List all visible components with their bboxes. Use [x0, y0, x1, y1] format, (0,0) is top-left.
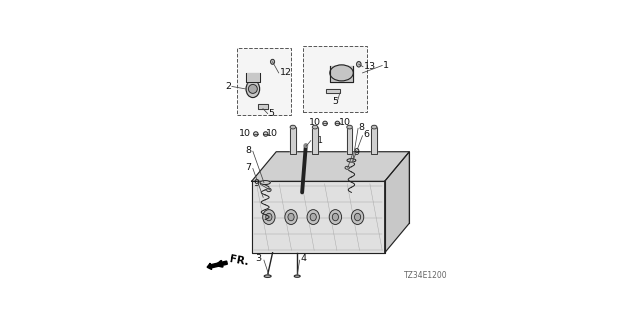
FancyArrow shape [207, 261, 227, 269]
Ellipse shape [267, 188, 271, 192]
Text: 7: 7 [246, 163, 252, 172]
Bar [371, 127, 377, 154]
Polygon shape [252, 152, 410, 181]
Bar [347, 127, 352, 154]
FancyBboxPatch shape [237, 48, 291, 115]
Text: FR.: FR. [228, 254, 249, 268]
Ellipse shape [347, 159, 356, 162]
Ellipse shape [307, 210, 319, 224]
Bar [347, 127, 352, 154]
Text: 5: 5 [332, 97, 338, 106]
Polygon shape [252, 181, 385, 253]
Ellipse shape [312, 125, 318, 129]
Ellipse shape [271, 59, 275, 64]
Text: 13: 13 [364, 62, 376, 71]
Ellipse shape [355, 213, 361, 221]
Bar [290, 127, 296, 154]
Text: 9: 9 [253, 179, 259, 188]
Ellipse shape [288, 213, 294, 221]
Bar [258, 104, 268, 108]
Text: TZ34E1200: TZ34E1200 [404, 271, 447, 280]
Text: 6: 6 [364, 131, 369, 140]
Circle shape [335, 121, 340, 126]
Ellipse shape [262, 210, 275, 224]
Bar [326, 89, 340, 93]
Bar [258, 104, 268, 108]
Ellipse shape [351, 210, 364, 224]
Text: 10: 10 [309, 118, 321, 127]
Text: 10: 10 [239, 129, 251, 138]
Polygon shape [385, 152, 410, 253]
Text: 2: 2 [225, 82, 232, 91]
Ellipse shape [371, 125, 377, 129]
Circle shape [248, 84, 257, 93]
Circle shape [323, 121, 327, 126]
Ellipse shape [345, 166, 349, 169]
Text: 12: 12 [280, 68, 291, 77]
Text: 4: 4 [301, 254, 307, 263]
Text: 8: 8 [246, 146, 252, 155]
Ellipse shape [260, 180, 270, 185]
Circle shape [264, 132, 268, 136]
Text: 11: 11 [312, 136, 323, 145]
Bar [290, 127, 296, 154]
Ellipse shape [285, 210, 297, 224]
FancyBboxPatch shape [303, 46, 367, 112]
Bar [312, 127, 318, 154]
Bar [312, 127, 318, 154]
Bar [371, 127, 377, 154]
Text: 3: 3 [255, 254, 261, 263]
Ellipse shape [290, 125, 296, 129]
Ellipse shape [347, 125, 352, 129]
Circle shape [304, 144, 308, 147]
Ellipse shape [264, 275, 271, 277]
Ellipse shape [246, 80, 260, 98]
Text: 8: 8 [359, 123, 365, 132]
Circle shape [253, 132, 258, 136]
Text: 10: 10 [266, 129, 278, 138]
Bar [246, 73, 259, 82]
Ellipse shape [332, 213, 339, 221]
Text: 9: 9 [353, 148, 360, 157]
Ellipse shape [356, 61, 361, 67]
Text: 5: 5 [268, 109, 275, 118]
Ellipse shape [329, 210, 342, 224]
Ellipse shape [330, 65, 353, 81]
Bar [330, 66, 353, 82]
Ellipse shape [310, 213, 316, 221]
Bar [326, 89, 340, 93]
Ellipse shape [294, 275, 300, 277]
Text: 1: 1 [383, 61, 388, 70]
Text: 10: 10 [339, 118, 351, 127]
Ellipse shape [266, 213, 272, 221]
